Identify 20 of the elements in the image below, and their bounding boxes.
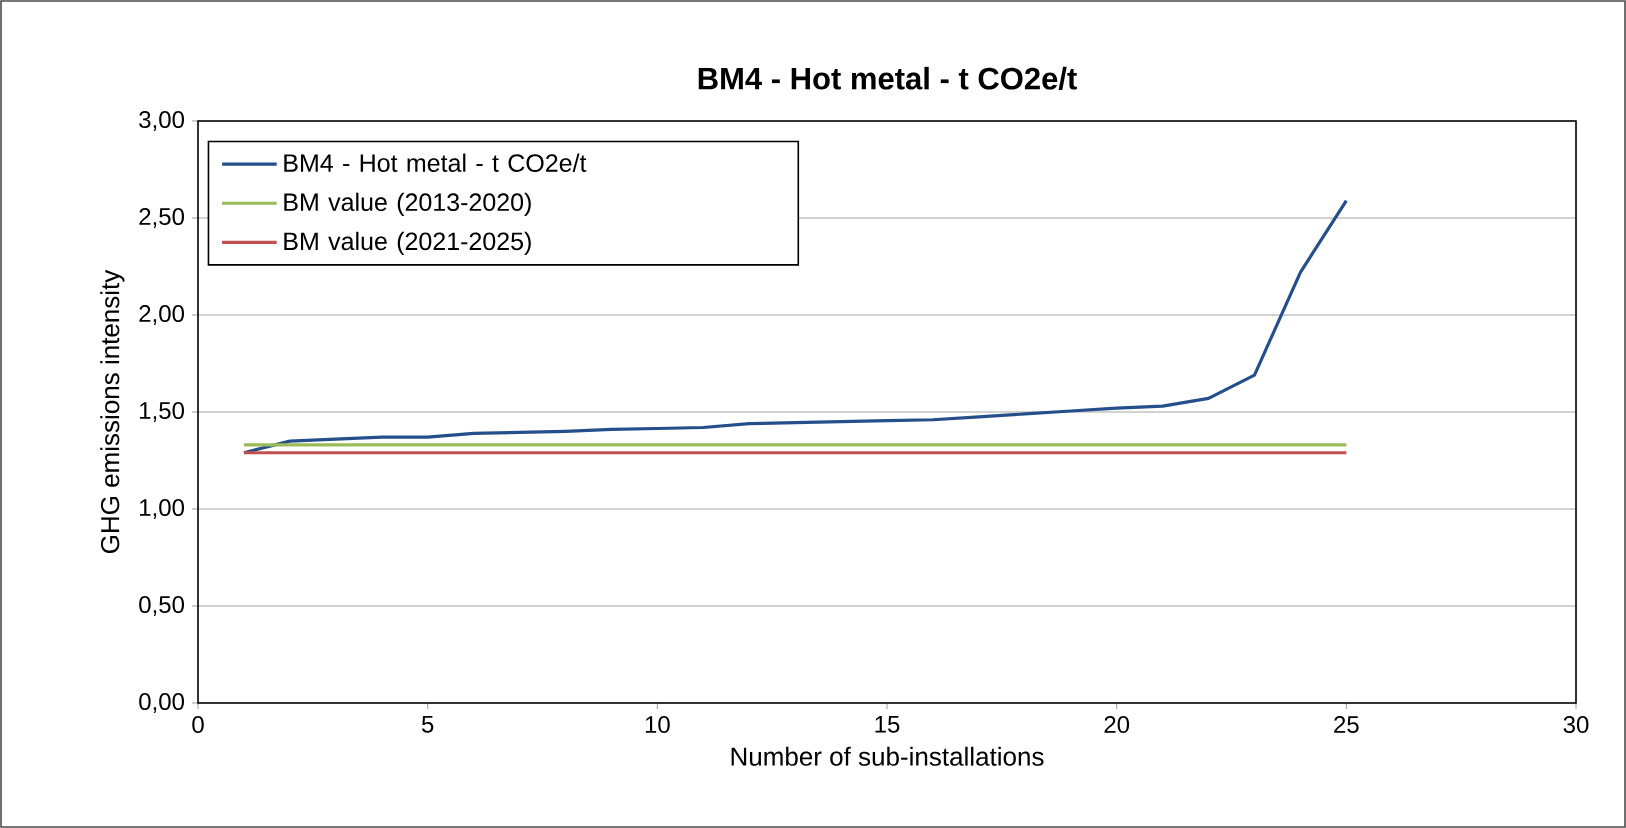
y-tick-label: 0,00 bbox=[139, 693, 185, 713]
y-tick-label: 2,00 bbox=[139, 305, 185, 325]
y-tick-label: 3,00 bbox=[139, 111, 185, 131]
y-tick-label: 0,50 bbox=[139, 596, 185, 616]
x-tick-label: 15 bbox=[875, 716, 900, 733]
x-tick-label: 0 bbox=[192, 716, 204, 734]
x-tick-label: 10 bbox=[645, 716, 670, 734]
legend-label: BM4 - Hot metal - t CO2e/t bbox=[284, 153, 587, 172]
chart-title: BM4 - Hot metal - t CO2e/t bbox=[698, 66, 1077, 90]
y-tick-label: 2,50 bbox=[139, 208, 185, 228]
x-tick-label: 20 bbox=[1104, 716, 1130, 734]
x-tick-label: 30 bbox=[1563, 716, 1589, 734]
legend-label: BM value (2021-2025) bbox=[284, 231, 531, 256]
x-axis-title: Number of sub-installations bbox=[731, 746, 1044, 766]
y-tick-label: 1,50 bbox=[140, 402, 185, 422]
x-tick-label: 5 bbox=[421, 716, 434, 733]
y-tick-label: 1,00 bbox=[140, 499, 185, 519]
y-axis-title: GHG emissions intensity bbox=[100, 269, 125, 553]
legend-label: BM value (2013-2020) bbox=[284, 192, 531, 216]
x-tick-label: 25 bbox=[1334, 716, 1359, 734]
